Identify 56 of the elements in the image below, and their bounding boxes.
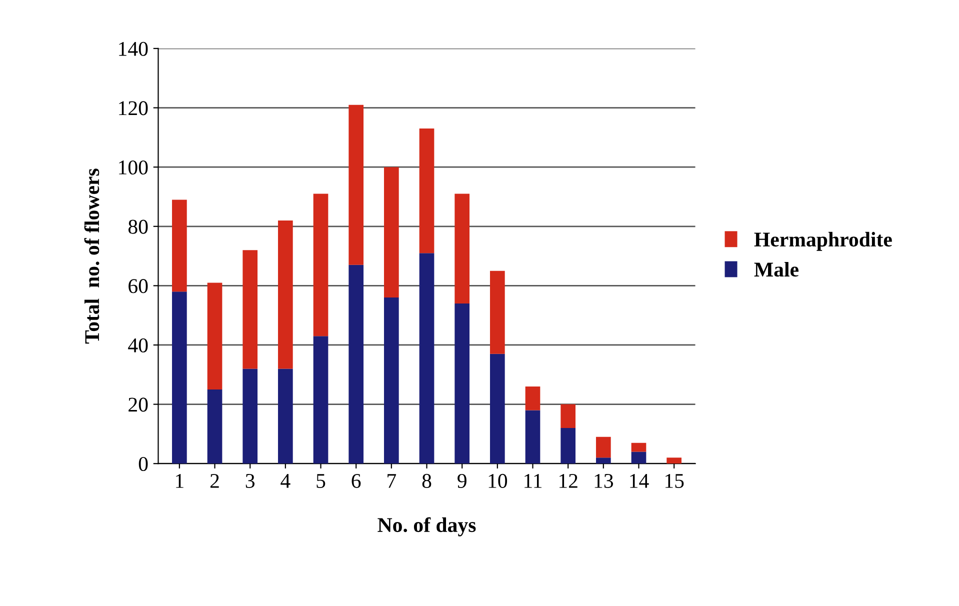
x-tick-label: 7 — [388, 474, 396, 488]
bar — [278, 220, 293, 369]
bar — [631, 452, 646, 464]
y-tick-label: 80 — [128, 220, 148, 234]
legend-label: Hermaphrodite — [754, 232, 892, 251]
x-tick-label: 3 — [246, 474, 254, 488]
x-tick-label: 10 — [488, 474, 508, 488]
bar — [348, 264, 364, 464]
y-tick-label: 0 — [138, 456, 148, 472]
bar — [242, 368, 258, 464]
bar — [278, 368, 293, 464]
bar — [596, 436, 611, 458]
bar — [490, 270, 505, 354]
y-axis-title: Total no. of flowers — [84, 168, 100, 344]
bar — [419, 253, 434, 464]
legend-label: Male — [754, 262, 799, 277]
bar — [666, 458, 682, 464]
bar — [560, 404, 576, 428]
x-tick-label: 12 — [559, 474, 578, 488]
x-tick-label: 15 — [665, 474, 684, 488]
x-tick-label: 5 — [316, 474, 326, 488]
bar — [384, 167, 399, 298]
x-axis-title: No. of days — [378, 517, 476, 536]
x-tick-label: 9 — [458, 474, 466, 488]
x-tick-label: 6 — [352, 474, 361, 488]
x-tick-label: 1 — [176, 474, 184, 488]
bar — [172, 200, 187, 292]
x-tick-label: 13 — [594, 474, 614, 488]
y-tick-label: 140 — [119, 42, 148, 56]
x-tick-label: 4 — [280, 474, 290, 488]
bar — [313, 194, 328, 336]
bar — [242, 250, 258, 369]
y-tick-label: 40 — [128, 338, 148, 352]
x-tick-label: 11 — [524, 474, 542, 488]
bar — [207, 389, 222, 464]
bar — [525, 386, 540, 410]
bar — [525, 410, 540, 464]
bar — [454, 303, 470, 464]
y-tick-label: 20 — [128, 398, 148, 412]
x-tick-label: 14 — [630, 474, 649, 488]
x-tick-label: 8 — [422, 474, 432, 488]
bar — [596, 458, 611, 464]
bar — [207, 282, 222, 390]
bar — [560, 428, 576, 464]
y-tick-label: 120 — [119, 101, 148, 116]
bar — [348, 104, 364, 265]
bar — [454, 194, 470, 304]
bar — [490, 354, 505, 464]
bar — [172, 292, 187, 464]
bar — [419, 128, 434, 254]
y-tick-label: 100 — [119, 160, 148, 175]
x-tick-label: 2 — [210, 474, 219, 488]
bar — [631, 442, 646, 452]
bar — [384, 298, 399, 464]
y-tick-label: 60 — [128, 279, 148, 294]
bar — [313, 336, 328, 464]
